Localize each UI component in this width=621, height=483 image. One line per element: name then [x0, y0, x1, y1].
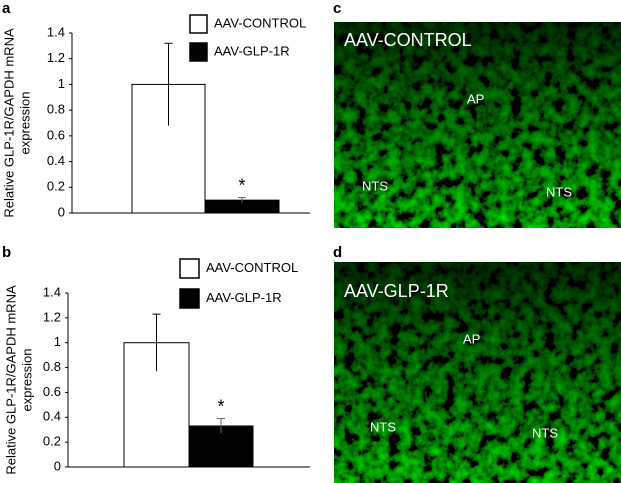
y-tick-label: 1.4 — [43, 284, 61, 299]
y-tick-label: 1.2 — [47, 50, 65, 65]
legend-label: AAV-CONTROL — [214, 15, 306, 30]
region-label: NTS — [370, 419, 396, 434]
region-label: NTS — [362, 178, 388, 193]
y-tick-label: 0.4 — [47, 153, 65, 168]
legend-label: AAV-GLP-1R — [214, 43, 290, 58]
y-tick-label: 0 — [54, 458, 61, 473]
y-axis-label: Relative GLP-1R/GAPDH mRNA — [3, 285, 18, 475]
image-c: c AAV-CONTROL AP NTS NTS — [333, 0, 621, 228]
image-d: d AAV-GLP-1R AP NTS NTS — [333, 244, 621, 483]
significance-mark: * — [217, 396, 224, 416]
region-label: AP — [463, 331, 480, 346]
y-tick-label: 0.8 — [43, 359, 61, 374]
legend-swatch — [189, 42, 208, 62]
micrograph-shade — [334, 262, 621, 483]
y-axis-label: Relative GLP-1R/GAPDH mRNA — [1, 28, 16, 218]
legend-swatch — [179, 288, 200, 309]
y-tick-label: 0.4 — [43, 409, 61, 424]
significance-mark: * — [238, 175, 245, 195]
y-tick-label: 0.8 — [47, 102, 65, 117]
panel-letter: b — [2, 244, 11, 261]
y-tick-label: 0.2 — [47, 179, 65, 194]
region-label: NTS — [532, 425, 558, 440]
y-tick-label: 0.6 — [43, 384, 61, 399]
y-tick-label: 1.2 — [43, 309, 61, 324]
y-tick-label: 1.4 — [47, 24, 65, 39]
legend-label: AAV-GLP-1R — [206, 290, 282, 305]
region-label: AP — [467, 91, 484, 106]
y-tick-label: 0.2 — [43, 434, 61, 449]
y-tick-label: 1 — [58, 76, 65, 91]
y-tick-label: 0.6 — [47, 127, 65, 142]
legend-label: AAV-CONTROL — [206, 260, 298, 275]
image-title: AAV-CONTROL — [344, 30, 472, 50]
region-label: NTS — [546, 184, 572, 199]
panel-letter: c — [333, 0, 341, 17]
image-title: AAV-GLP-1R — [344, 281, 449, 301]
chart: b 0 0.2 0.4 0.6 0.8 1 1.2 1.4 Relative GLP-1R/GAP… — [2, 244, 310, 475]
y-tick-label: 0 — [58, 204, 65, 219]
chart: a 0 0.2 0.4 0.6 0.8 1 1.2 1.4 Relative GLP-1R/GAP… — [1, 0, 310, 219]
micrograph-shade — [334, 22, 621, 228]
panel-letter: a — [2, 0, 11, 17]
y-axis-label: expression — [19, 349, 34, 412]
y-tick-label: 1 — [54, 334, 61, 349]
y-axis-label: expression — [17, 92, 32, 155]
panel-letter: d — [333, 244, 342, 261]
legend-swatch — [179, 258, 200, 279]
legend-swatch — [189, 14, 208, 34]
